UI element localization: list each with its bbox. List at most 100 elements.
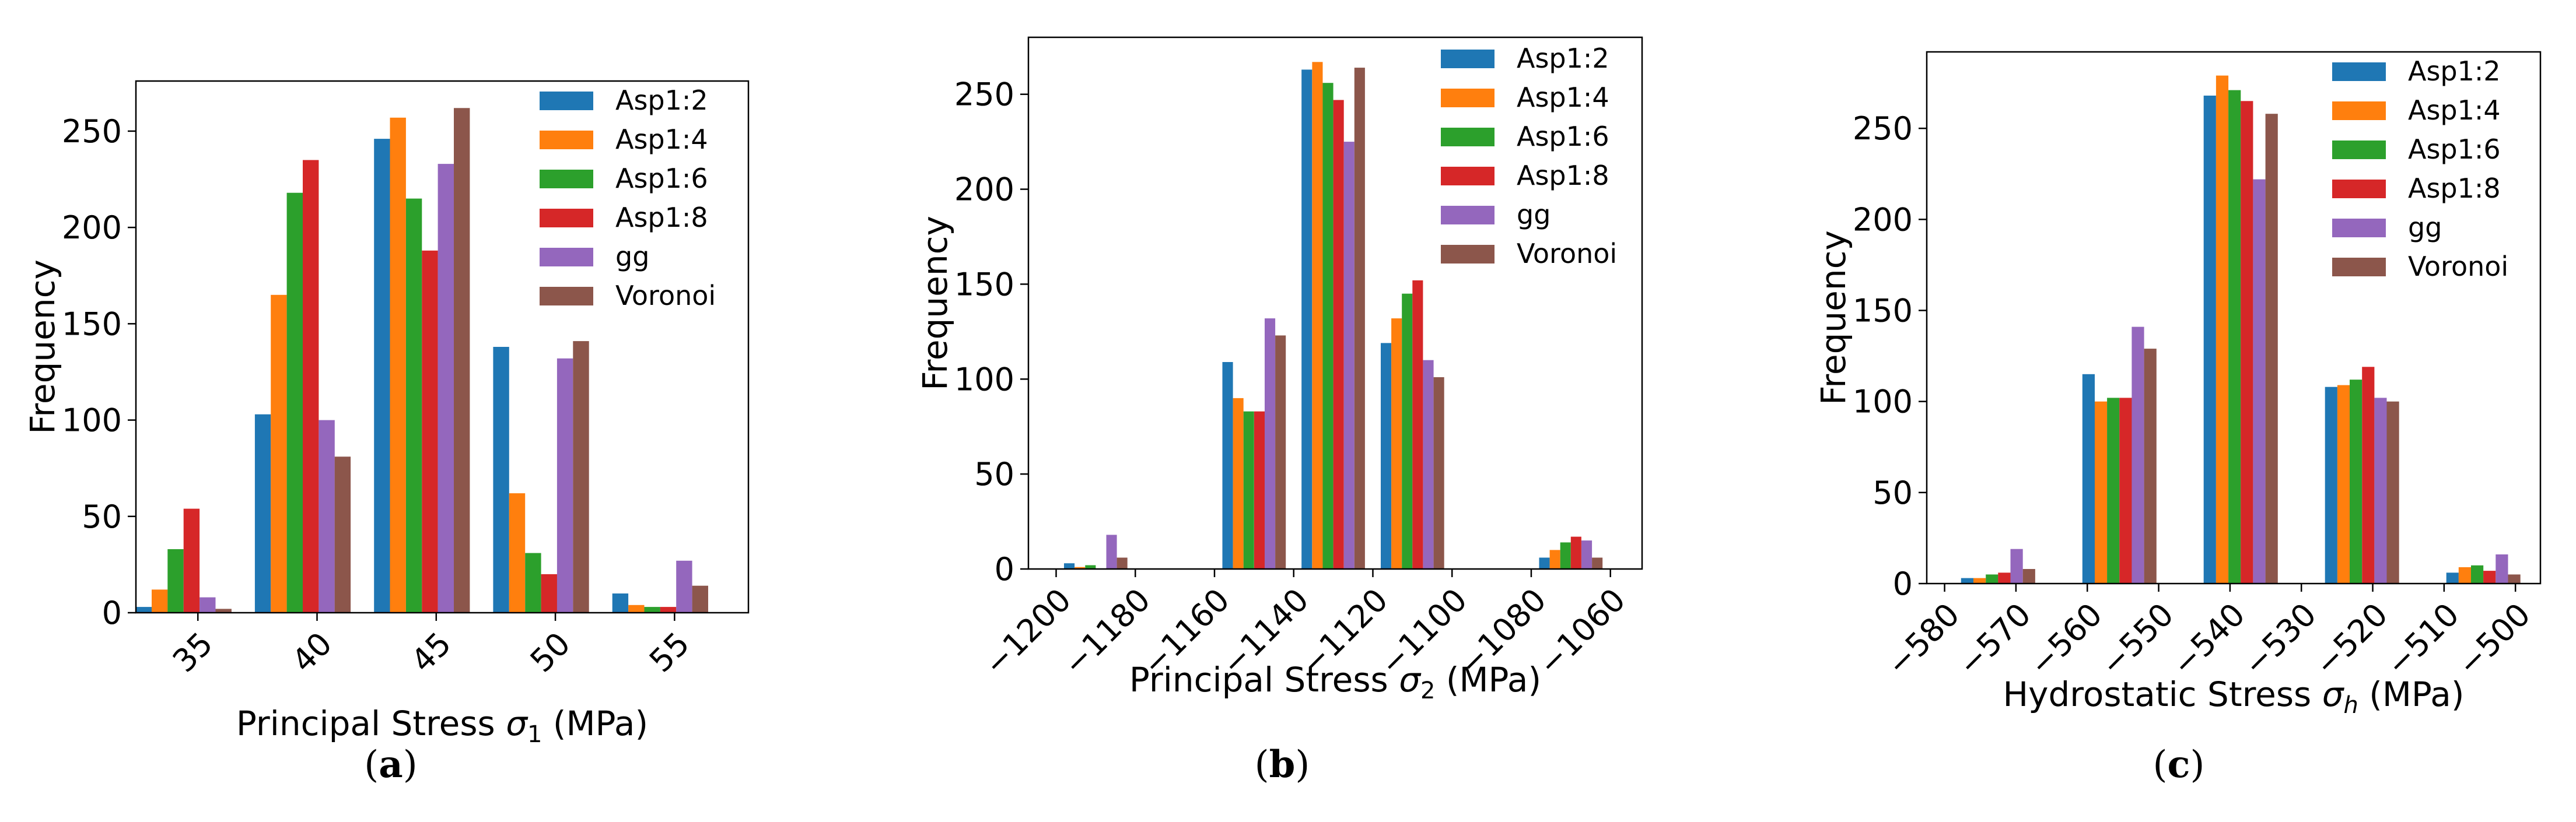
legend-label-Voronoi: Voronoi	[2408, 251, 2508, 282]
bar-Asp1-2-bin-4	[493, 347, 509, 613]
x-tick-label: 45	[404, 625, 458, 679]
bar-Asp1-2-bin-1	[1961, 578, 1973, 584]
bar-Asp1-4-bin-3	[390, 117, 406, 613]
bar-gg-bin-2	[2132, 326, 2144, 584]
bar-Voronoi-bin-1	[2022, 569, 2035, 584]
bar-Asp1-4-bin-1	[1973, 578, 1986, 584]
bar-Asp1-8-bin-5	[2483, 571, 2496, 584]
bar-Asp1-6-bin-3	[1322, 83, 1334, 569]
legend-swatch-Voronoi	[1441, 245, 1494, 264]
legend: Asp1:2 Asp1:4 Asp1:6 Asp1:8 gg Voronoi	[2332, 55, 2508, 282]
bar-Voronoi-bin-1	[215, 609, 232, 613]
legend-swatch-Asp1-6	[2332, 140, 2386, 159]
x-tick-label: −580	[1880, 596, 1966, 683]
y-tick-label: 50	[82, 498, 122, 535]
x-tick-label: −520	[2308, 596, 2395, 683]
legend-label-Asp1-2: Asp1:2	[615, 85, 708, 116]
y-tick-label: 200	[954, 171, 1014, 208]
bar-Asp1-8-bin-2	[303, 160, 319, 613]
x-tick-label: −500	[2451, 596, 2538, 683]
legend-swatch-Asp1-4	[1441, 89, 1494, 107]
bar-Asp1-6-bin-5	[2471, 565, 2484, 584]
bar-Asp1-4-bin-5	[628, 605, 645, 613]
y-tick-label: 150	[1853, 293, 1913, 329]
y-tick-label: 100	[954, 361, 1014, 398]
legend-label-Voronoi: Voronoi	[615, 280, 716, 311]
y-tick-label: 100	[62, 402, 122, 439]
bar-Asp1-2-bin-5	[612, 593, 629, 613]
legend-label-Asp1-6: Asp1:6	[2408, 134, 2501, 165]
bar-Voronoi-bin-2	[334, 456, 351, 613]
bar-Asp1-2-bin-2	[1222, 362, 1233, 569]
legend-label-Asp1-4: Asp1:4	[615, 124, 708, 155]
y-tick-label: 100	[1853, 384, 1913, 420]
bar-Asp1-2-bin-3	[1301, 69, 1312, 569]
x-tick-label: −570	[1951, 596, 2038, 683]
bar-Asp1-6-bin-1	[1986, 574, 1999, 584]
bar-Asp1-2-bin-1	[135, 607, 152, 613]
x-tick-label: −550	[2094, 596, 2180, 683]
legend-swatch-Asp1-4	[2332, 101, 2386, 120]
bar-Asp1-8-bin-1	[1998, 572, 2011, 584]
bar-gg-bin-3	[2253, 179, 2266, 584]
y-axis-label: Frequency	[23, 259, 62, 434]
bar-gg-bin-2	[1265, 318, 1276, 569]
legend-swatch-gg	[2332, 219, 2386, 237]
bar-gg-bin-1	[2010, 549, 2023, 584]
y-tick-label: 150	[62, 305, 122, 342]
legend-swatch-Asp1-6	[1441, 128, 1494, 146]
bar-Asp1-2-bin-1	[1064, 563, 1075, 569]
bar-Voronoi-bin-4	[573, 341, 589, 613]
bar-Asp1-6-bin-1	[167, 549, 184, 613]
y-tick-label: 250	[954, 76, 1014, 113]
bar-Asp1-2-bin-2	[254, 414, 271, 613]
legend-label-Asp1-4: Asp1:4	[1517, 82, 1609, 113]
bar-gg-bin-4	[2374, 398, 2387, 584]
bar-gg-bin-5	[676, 560, 692, 613]
bar-Asp1-2-bin-5	[2446, 572, 2459, 584]
legend-label-Asp1-8: Asp1:8	[1517, 160, 1609, 191]
bar-Asp1-6-bin-1	[1085, 565, 1096, 569]
panel-label: (c)	[2153, 743, 2205, 786]
bar-Voronoi-bin-3	[1354, 68, 1365, 570]
x-axis-label: Hydrostatic Stress σh (MPa)	[2003, 675, 2465, 719]
bar-Asp1-6-bin-4	[525, 553, 541, 613]
bar-Asp1-6-bin-2	[286, 192, 303, 613]
bar-Asp1-4-bin-4	[509, 493, 526, 613]
legend-swatch-Voronoi	[540, 287, 593, 305]
legend: Asp1:2 Asp1:4 Asp1:6 Asp1:8 gg Voronoi	[1441, 43, 1617, 269]
legend-swatch-Asp1-2	[540, 92, 593, 110]
bar-Voronoi-bin-2	[2144, 349, 2157, 584]
bar-Asp1-4-bin-1	[152, 589, 168, 613]
legend-label-Asp1-6: Asp1:6	[1517, 121, 1609, 152]
panel-label: (a)	[364, 743, 417, 786]
bar-gg-bin-5	[2496, 554, 2508, 584]
bar-Asp1-4-bin-2	[1233, 398, 1244, 569]
plot-frame	[1926, 51, 2542, 585]
bar-Voronoi-bin-2	[1275, 335, 1286, 569]
x-axis-label: Principal Stress σ1 (MPa)	[236, 704, 648, 748]
bar-Voronoi-bin-5	[1592, 557, 1603, 569]
x-tick-label: 40	[285, 625, 339, 679]
x-tick-label: −510	[2379, 596, 2466, 683]
bar-Voronoi-bin-4	[2386, 401, 2399, 584]
bar-Voronoi-bin-3	[454, 108, 470, 613]
y-tick-label: 200	[62, 209, 122, 246]
bar-Asp1-6-bin-4	[1402, 293, 1413, 569]
bar-Asp1-8-bin-3	[2241, 101, 2253, 584]
bar-Asp1-8-bin-3	[422, 250, 438, 613]
y-tick-label: 150	[954, 266, 1014, 303]
bar-Asp1-4-bin-3	[2216, 75, 2229, 584]
plot-frame	[1027, 36, 1643, 570]
y-tick-label: 50	[1873, 475, 1913, 511]
y-tick-label: 250	[1853, 110, 1913, 147]
bar-Asp1-6-bin-4	[2350, 380, 2362, 584]
x-tick-label: −1200	[977, 581, 1079, 683]
bar-gg-bin-1	[1106, 535, 1117, 569]
x-tick-label: 35	[166, 625, 220, 679]
x-tick-label: −530	[2236, 596, 2323, 683]
y-tick-label: 200	[1853, 201, 1913, 238]
bar-gg-bin-5	[1581, 540, 1592, 569]
bar-Asp1-2-bin-4	[1381, 343, 1392, 569]
